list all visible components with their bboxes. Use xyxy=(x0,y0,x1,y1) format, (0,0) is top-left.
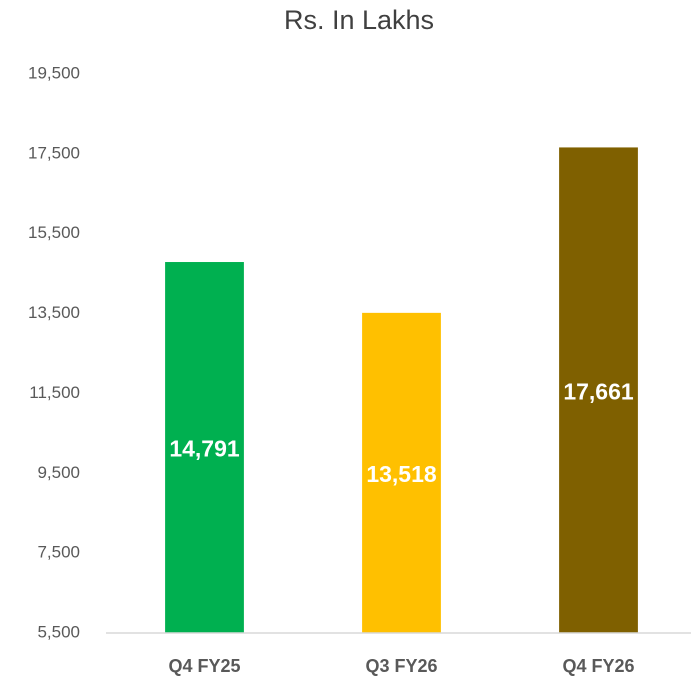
y-tick-label: 7,500 xyxy=(37,543,80,562)
y-tick-label: 9,500 xyxy=(37,463,80,482)
bar xyxy=(165,262,244,633)
data-label: 17,661 xyxy=(563,378,634,404)
y-tick-label: 5,500 xyxy=(37,622,80,641)
y-tick-label: 17,500 xyxy=(28,143,80,162)
x-tick-label: Q3 FY26 xyxy=(365,656,437,676)
x-tick-label: Q4 FY25 xyxy=(168,656,240,676)
y-tick-label: 15,500 xyxy=(28,223,80,242)
data-label: 13,518 xyxy=(366,461,437,487)
bar xyxy=(362,312,441,633)
y-tick-label: 19,500 xyxy=(28,63,80,82)
x-tick-label: Q4 FY26 xyxy=(562,656,634,676)
bar xyxy=(559,147,638,633)
data-label: 14,791 xyxy=(169,436,240,462)
y-tick-label: 13,500 xyxy=(28,303,80,322)
y-tick-label: 11,500 xyxy=(29,383,80,402)
chart-title: Rs. In Lakhs xyxy=(284,5,434,35)
